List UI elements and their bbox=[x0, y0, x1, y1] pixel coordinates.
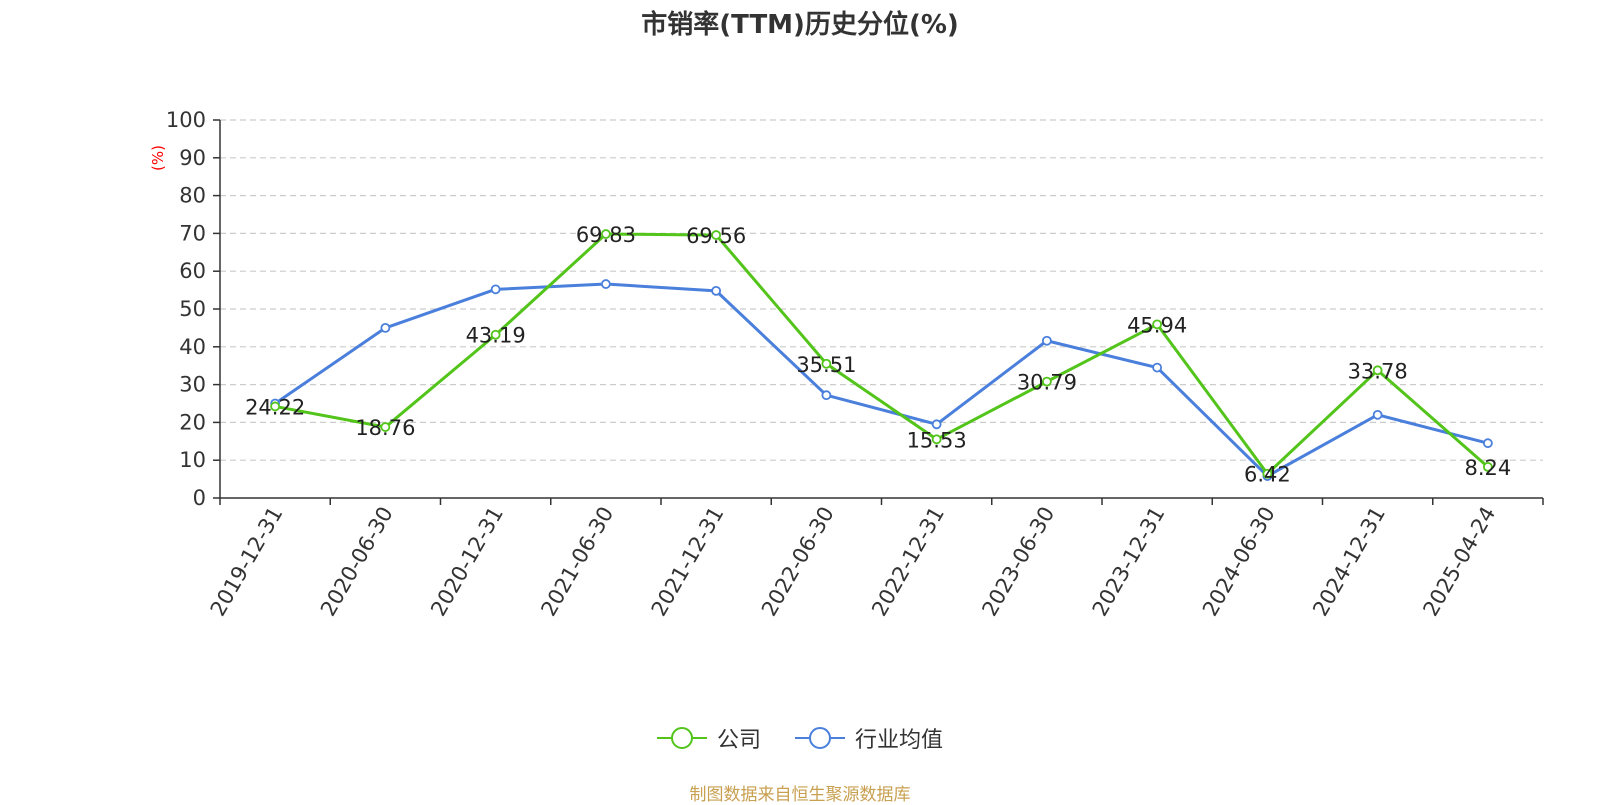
legend-line-circle-icon bbox=[795, 727, 845, 749]
data-point-industry bbox=[490, 284, 501, 295]
data-point-company bbox=[1262, 468, 1273, 479]
x-tick-label: 2024-06-30 bbox=[1198, 503, 1280, 621]
x-tick-label: 2021-12-31 bbox=[647, 503, 729, 621]
x-tick-label: 2022-12-31 bbox=[867, 503, 949, 621]
x-tick-label: 2021-06-30 bbox=[536, 503, 618, 621]
x-tick-label: 2025-04-24 bbox=[1418, 503, 1500, 621]
data-point-company bbox=[1372, 365, 1383, 376]
series-line-company bbox=[274, 232, 1489, 476]
legend-label-industry: 行业均值 bbox=[855, 728, 944, 753]
data-label: 15.53 bbox=[907, 428, 967, 452]
y-tick-label: 30 bbox=[179, 373, 206, 397]
data-label: 45.94 bbox=[1127, 313, 1187, 337]
series-lines bbox=[270, 229, 1493, 481]
data-label: 69.56 bbox=[686, 224, 746, 248]
grid-lines bbox=[220, 119, 1543, 461]
data-point-company bbox=[600, 229, 611, 239]
data-point-company bbox=[711, 230, 722, 240]
y-tick-label: 20 bbox=[179, 410, 206, 434]
data-point-company bbox=[1482, 461, 1493, 472]
data-point-company bbox=[1152, 319, 1163, 330]
y-tick-label: 70 bbox=[179, 221, 206, 245]
legend-item-company[interactable]: 公司 bbox=[656, 722, 761, 754]
data-point-industry bbox=[1482, 438, 1493, 449]
y-axis-label: (%) bbox=[149, 145, 167, 171]
data-label: 18.76 bbox=[355, 416, 415, 440]
x-tick-label: 2020-06-30 bbox=[316, 503, 398, 621]
data-label: 30.79 bbox=[1017, 371, 1077, 395]
data-point-industry bbox=[1372, 409, 1383, 420]
x-tick-label: 2024-12-31 bbox=[1308, 503, 1390, 621]
data-point-company bbox=[931, 434, 942, 445]
data-point-company bbox=[1041, 376, 1052, 387]
data-point-industry bbox=[1041, 335, 1052, 346]
series-line-industry bbox=[274, 282, 1489, 478]
x-tick-label: 2023-12-31 bbox=[1088, 503, 1170, 621]
x-tick-label: 2022-06-30 bbox=[757, 503, 839, 621]
data-point-industry bbox=[600, 279, 611, 289]
y-tick-label: 80 bbox=[179, 184, 206, 208]
data-label: 69.83 bbox=[576, 223, 636, 247]
legend: 公司 行业均值 bbox=[0, 722, 1600, 754]
data-point-company bbox=[270, 401, 281, 412]
data-point-company bbox=[380, 422, 391, 432]
legend-item-industry[interactable]: 行业均值 bbox=[795, 722, 943, 754]
legend-label-company: 公司 bbox=[716, 728, 761, 753]
source-note: 制图数据来自恒生聚源数据库 bbox=[689, 785, 911, 805]
data-point-industry bbox=[711, 285, 722, 296]
y-tick-label: 10 bbox=[179, 448, 206, 472]
y-tick-label: 0 bbox=[193, 486, 206, 510]
data-point-industry bbox=[821, 390, 832, 401]
x-tick-label: 2019-12-31 bbox=[206, 503, 288, 621]
y-tick-label: 40 bbox=[179, 335, 206, 359]
x-tick-label: 2023-06-30 bbox=[977, 503, 1059, 621]
data-point-industry bbox=[1152, 362, 1163, 373]
data-point-industry bbox=[931, 419, 942, 430]
data-label: 35.51 bbox=[796, 353, 856, 377]
x-tick-label: 2020-12-31 bbox=[426, 503, 508, 621]
data-label: 33.78 bbox=[1348, 359, 1408, 383]
chart-title: 市销率(TTM)历史分位(%) bbox=[641, 10, 959, 40]
data-point-company bbox=[821, 358, 832, 369]
data-label: 8.24 bbox=[1464, 456, 1511, 480]
legend-line-circle-icon bbox=[656, 727, 707, 749]
y-tick-label: 50 bbox=[179, 297, 206, 321]
data-label: 43.19 bbox=[466, 324, 526, 348]
data-label: 6.42 bbox=[1244, 463, 1291, 487]
y-tick-label: 60 bbox=[179, 259, 206, 283]
y-tick-label: 100 bbox=[166, 108, 206, 132]
data-label: 24.22 bbox=[245, 395, 305, 419]
data-point-industry bbox=[380, 322, 391, 333]
data-point-company bbox=[490, 329, 501, 340]
data-labels: 24.22 18.76 43.19 69.83 69.56 35.51 15.53 30.79… bbox=[245, 223, 1511, 487]
y-tick-label: 90 bbox=[179, 146, 206, 170]
